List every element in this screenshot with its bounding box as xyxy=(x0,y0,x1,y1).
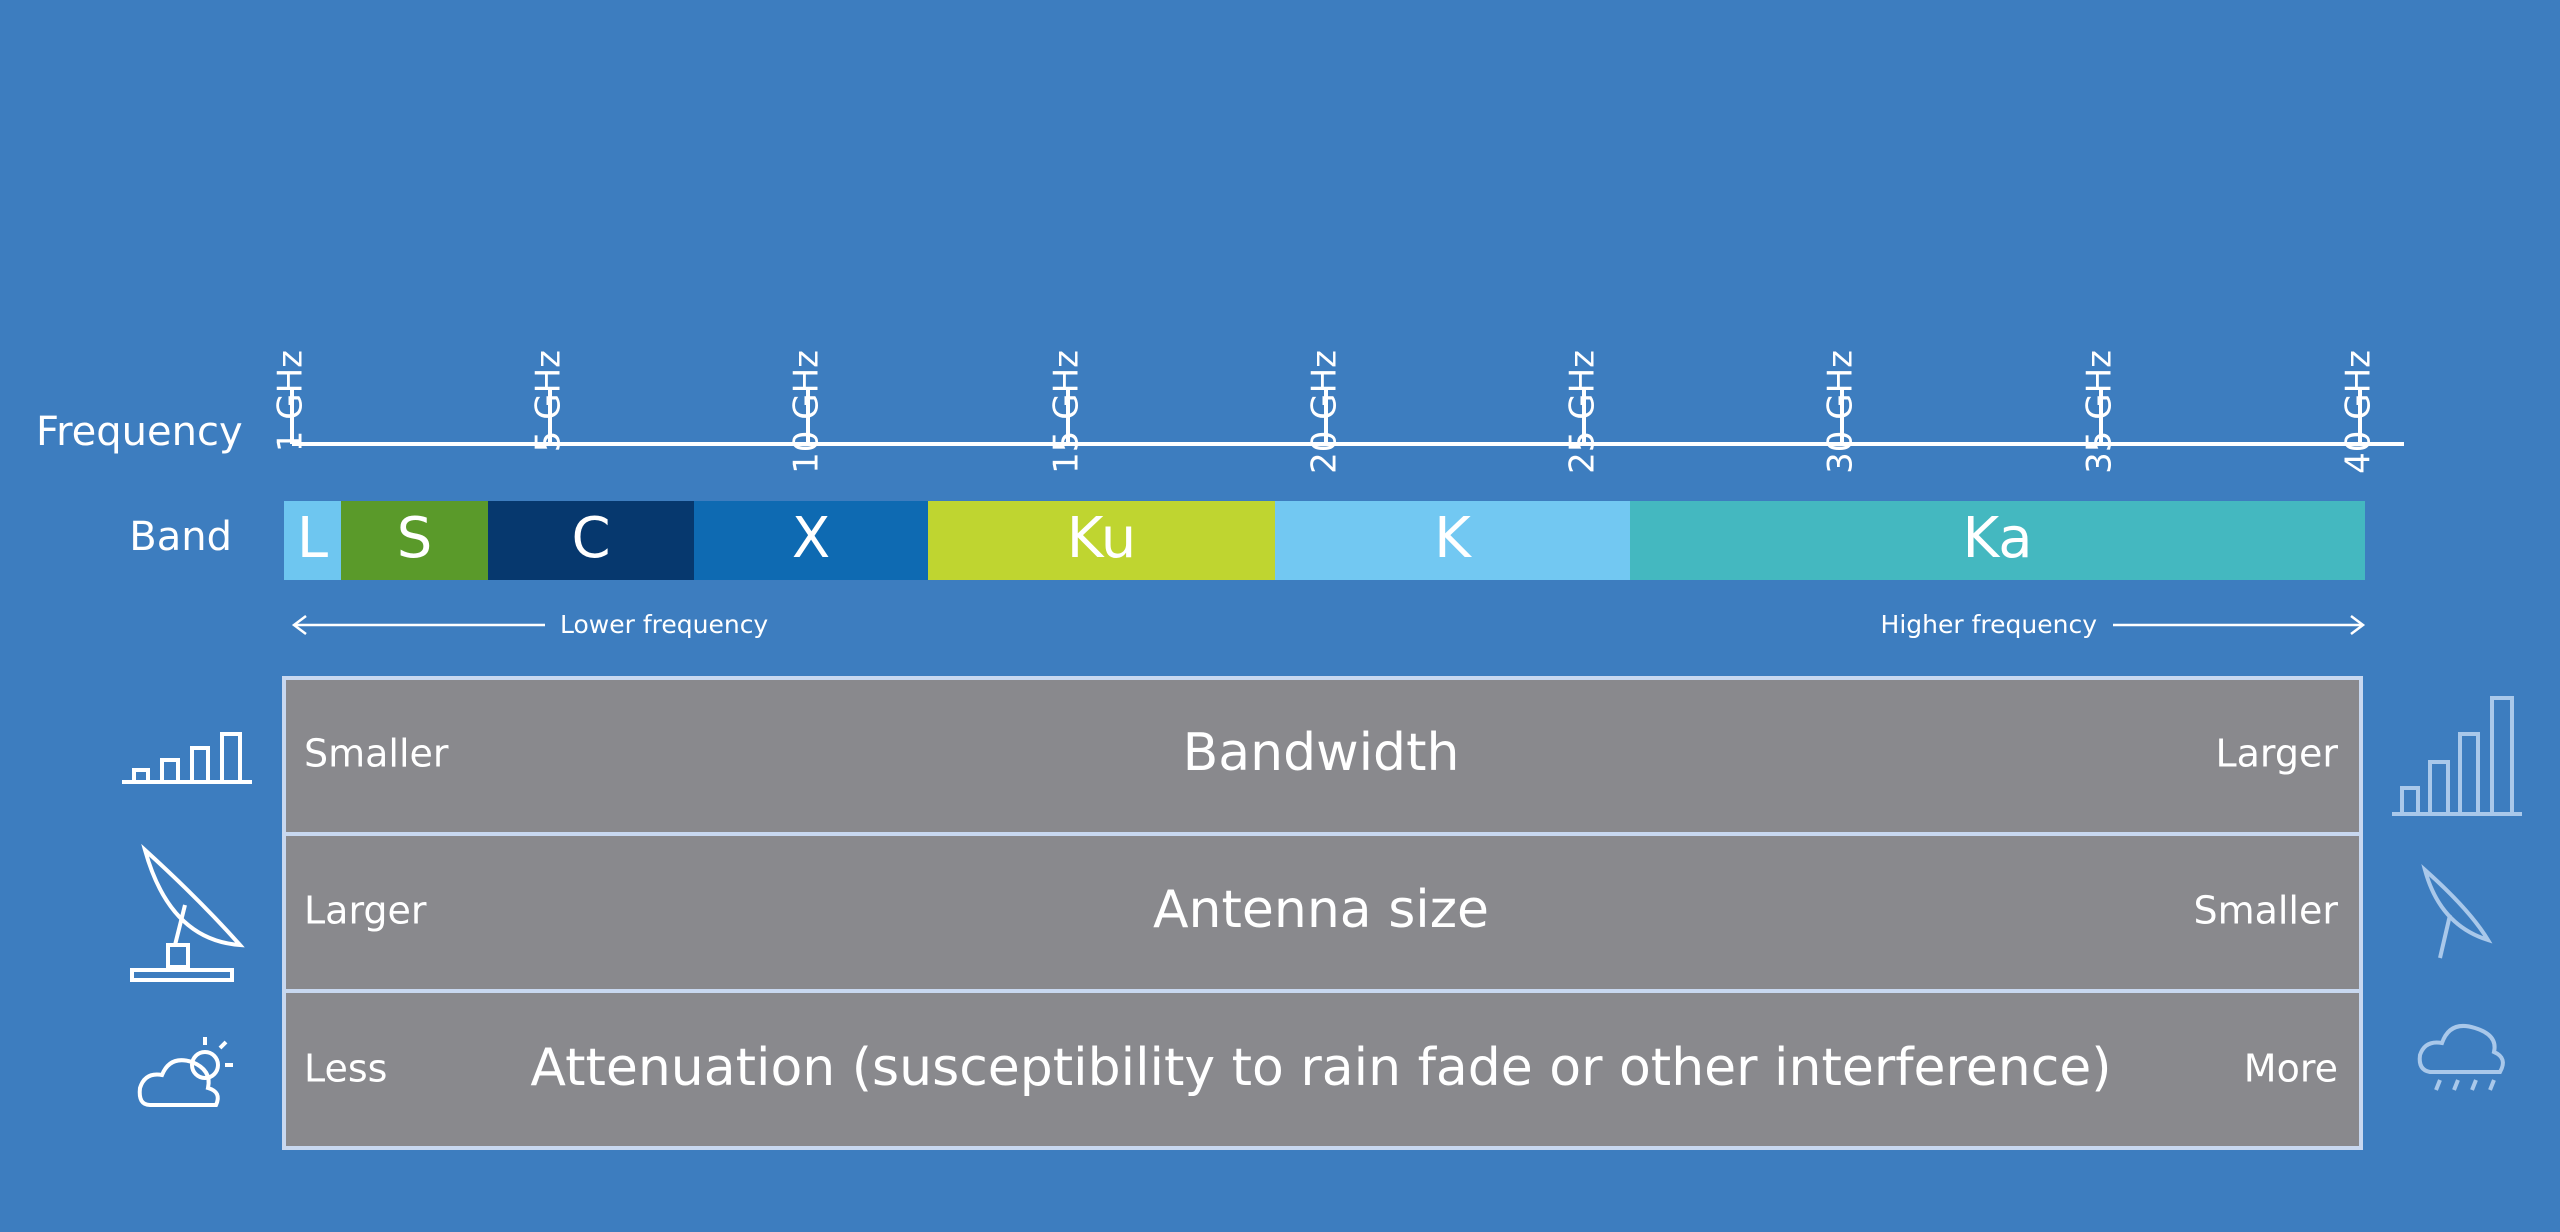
tick-label: 5 GHz xyxy=(529,350,569,452)
tick-label: 40 GHz xyxy=(2339,350,2379,474)
band-segment xyxy=(284,501,341,580)
row-right: More xyxy=(2244,1047,2338,1091)
tick-label: 15 GHz xyxy=(1047,350,1087,474)
band-segment xyxy=(928,501,1275,580)
tick-label: 10 GHz xyxy=(787,350,827,474)
antenna-icon-large xyxy=(130,843,245,982)
band-segment xyxy=(1630,501,2365,580)
band-name: L xyxy=(297,506,328,571)
row-label: Attenuation (susceptibility to rain fade… xyxy=(530,1038,2111,1098)
tick-label: 30 GHz xyxy=(1821,350,1861,474)
axis-label: Frequency xyxy=(36,409,243,455)
row-right: Smaller xyxy=(2193,889,2338,933)
band-segment xyxy=(341,501,488,580)
band-segment xyxy=(694,501,928,580)
band-name: C xyxy=(571,506,610,571)
higher-label: Higher frequency xyxy=(1881,610,2098,639)
table xyxy=(282,676,2363,1150)
tick-label: 20 GHz xyxy=(1305,350,1345,474)
tick-label: 25 GHz xyxy=(1563,350,1603,474)
band-label: Band xyxy=(129,514,232,560)
band-name: K xyxy=(1434,506,1472,571)
band-name: S xyxy=(397,506,433,571)
row-right: Larger xyxy=(2215,732,2338,776)
higher-arrow xyxy=(2113,615,2366,635)
bandwidth-icon-small xyxy=(122,732,252,784)
lower-arrow xyxy=(291,615,545,635)
lower-label: Lower frequency xyxy=(560,610,768,639)
antenna-icon-small xyxy=(2421,864,2493,959)
row-label: Bandwidth xyxy=(1183,723,1460,783)
weather-icon-sun xyxy=(137,1037,233,1107)
band-segment xyxy=(488,501,694,580)
tick-label: 1 GHz xyxy=(271,350,311,452)
band-name: X xyxy=(792,506,830,571)
row-left: Less xyxy=(304,1047,387,1091)
row-label: Antenna size xyxy=(1153,880,1489,940)
band-name: Ka xyxy=(1962,506,2032,571)
bandwidth-icon-large xyxy=(2392,696,2522,816)
weather-icon-rain xyxy=(2417,1023,2505,1091)
row-left: Smaller xyxy=(304,732,449,776)
band-segment xyxy=(1275,501,1630,580)
row-left: Larger xyxy=(304,889,427,933)
band-name: Ku xyxy=(1067,506,1136,571)
tick-label: 35 GHz xyxy=(2080,350,2120,474)
